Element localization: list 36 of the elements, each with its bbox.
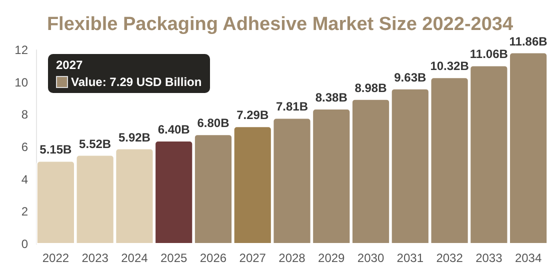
y-tick-label: 4 xyxy=(21,172,28,186)
y-tick-label: 0 xyxy=(21,237,28,251)
data-label: 5.92B xyxy=(118,130,151,144)
x-tick-label: 2027 xyxy=(239,251,266,265)
data-label: 6.80B xyxy=(197,116,230,130)
x-tick-label: 2034 xyxy=(514,251,542,265)
y-tick-label: 10 xyxy=(14,75,28,90)
x-tick-label: 2031 xyxy=(396,251,424,265)
data-label: 8.38B xyxy=(315,90,348,105)
chart-title: Flexible Packaging Adhesive Market Size 2022-2034 xyxy=(46,14,514,35)
x-tick-label: 2026 xyxy=(200,251,227,265)
x-tick-label: 2024 xyxy=(121,251,148,265)
data-label: 7.81B xyxy=(276,100,308,114)
x-tick-label: 2028 xyxy=(278,251,306,265)
y-tick-label: 12 xyxy=(14,43,28,57)
x-tick-label: 2022 xyxy=(42,251,70,265)
y-tick-label: 8 xyxy=(21,108,28,122)
x-tick-label: 2032 xyxy=(436,251,464,265)
data-label: 9.63B xyxy=(394,70,426,84)
x-tick-label: 2023 xyxy=(82,251,109,265)
data-label: 10.32B xyxy=(430,59,470,74)
data-label: 8.98B xyxy=(354,80,388,95)
x-tick-label: 2025 xyxy=(160,251,188,265)
data-label: 5.15B xyxy=(40,142,72,157)
y-tick-label: 2 xyxy=(21,204,28,219)
x-tick-label: 2029 xyxy=(318,251,346,265)
y-tick-label: 6 xyxy=(21,140,28,154)
annotation: Value: 7.29 USD Billion xyxy=(71,75,202,89)
data-label: 7.29B xyxy=(236,108,269,122)
data-label: 11.06B xyxy=(470,47,508,62)
data-label: 5.52B xyxy=(79,136,112,151)
x-tick-label: 2030 xyxy=(357,251,384,265)
x-tick-label: 2033 xyxy=(476,251,503,265)
data-label: 6.40B xyxy=(158,122,190,137)
annotation: 2027 xyxy=(56,58,83,72)
data-label: 11.86B xyxy=(509,34,548,48)
